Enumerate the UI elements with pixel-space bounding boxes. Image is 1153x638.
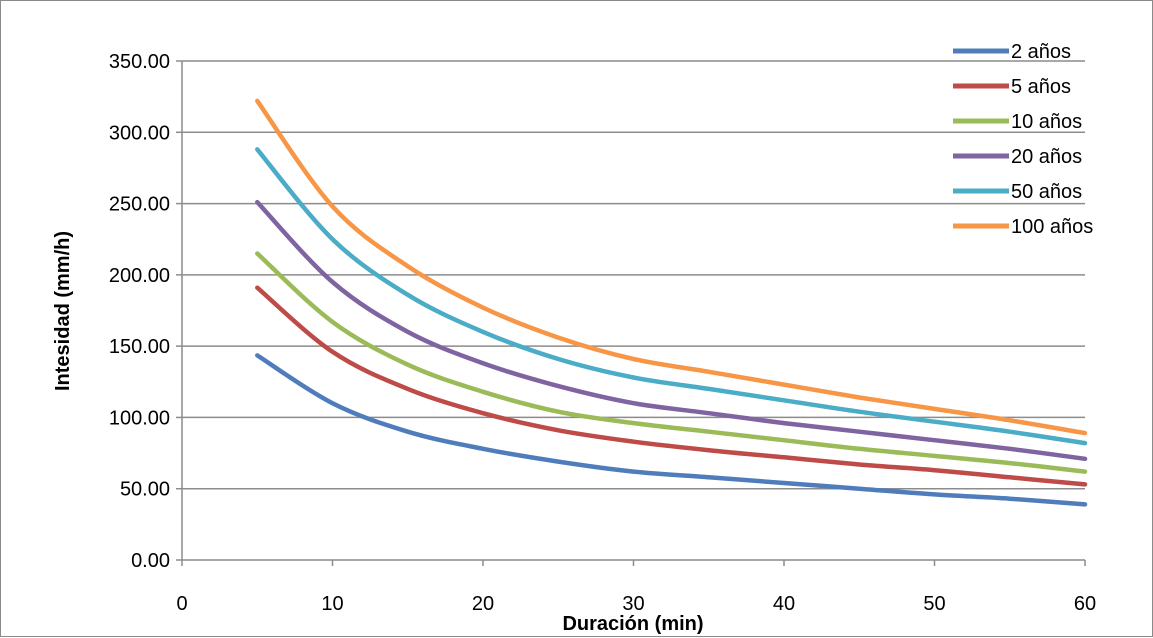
y-tick-label: 0.00 xyxy=(131,550,170,572)
series-line-2 xyxy=(255,251,1088,474)
y-tick-label: 50.00 xyxy=(120,479,170,501)
series-line-0 xyxy=(255,353,1088,507)
legend-label-0: 2 años xyxy=(1011,41,1071,63)
y-axis-title: Intesidad (mm/h) xyxy=(52,231,74,391)
series-layer xyxy=(255,98,1088,507)
x-axis-title: Duración (min) xyxy=(562,613,703,635)
series-line-4 xyxy=(255,147,1088,446)
legend-label-4: 50 años xyxy=(1011,181,1082,203)
x-tick-label: 40 xyxy=(773,593,795,615)
axis-layer: 0.00 50.00 100.00 150.00 200.00 250.00 300.00 3… xyxy=(109,51,1096,615)
legend-label-3: 20 años xyxy=(1011,146,1082,168)
y-tick-label: 350.00 xyxy=(109,51,170,73)
series-line-3 xyxy=(255,199,1088,462)
y-tick-label: 100.00 xyxy=(109,407,170,429)
x-tick-label: 30 xyxy=(622,593,644,615)
legend-label-1: 5 años xyxy=(1011,76,1071,98)
legend-label-5: 100 años xyxy=(1011,216,1093,238)
series-line-5 xyxy=(255,98,1088,436)
y-tick-label: 150.00 xyxy=(109,336,170,358)
y-tick-label: 200.00 xyxy=(109,265,170,287)
y-tick-label: 250.00 xyxy=(109,194,170,216)
series-line-1 xyxy=(255,285,1088,487)
legend-label-2: 10 años xyxy=(1011,111,1082,133)
y-tick-label: 300.00 xyxy=(109,122,170,144)
x-tick-label: 0 xyxy=(176,593,187,615)
x-tick-label: 10 xyxy=(321,593,343,615)
legend: 2 años 5 años 10 años 20 años 50 años 100 año… xyxy=(953,41,1093,238)
x-tick-label: 20 xyxy=(472,593,494,615)
x-tick-label: 50 xyxy=(923,593,945,615)
x-tick-label: 60 xyxy=(1074,593,1096,615)
